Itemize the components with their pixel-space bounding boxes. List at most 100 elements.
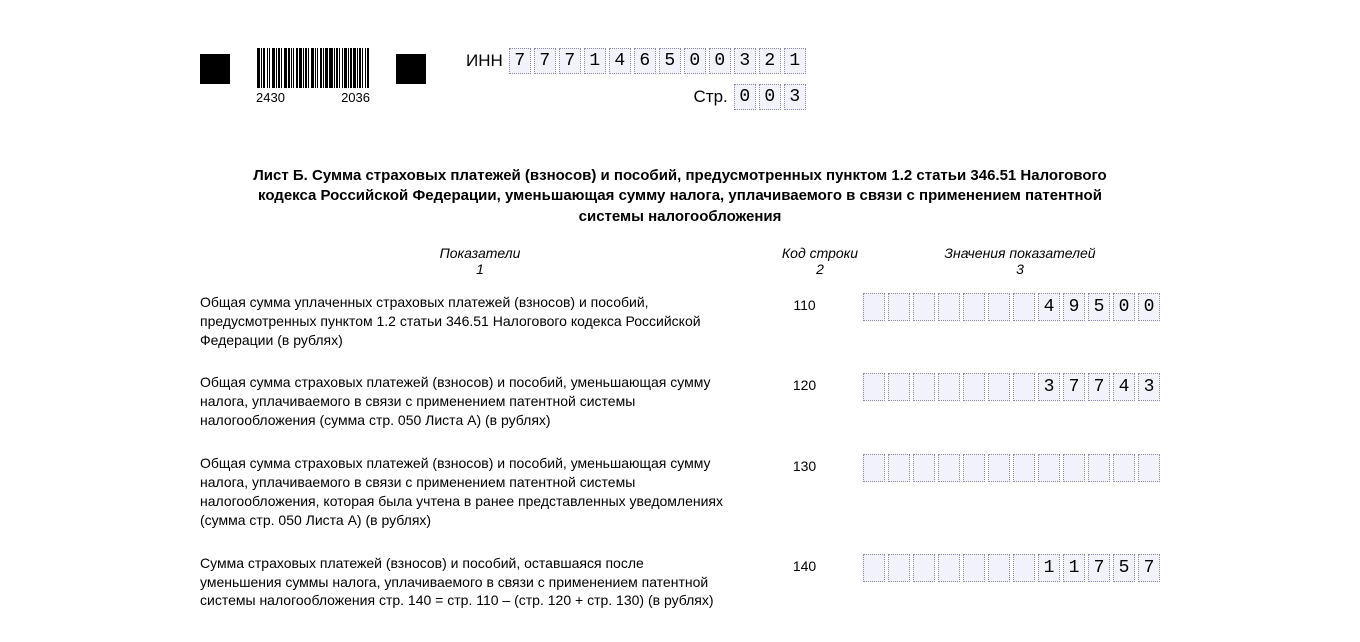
- digit-cell: 1: [1038, 554, 1060, 582]
- digit-cell: [888, 373, 910, 401]
- digit-cell: 7: [559, 48, 581, 74]
- digit-cell: [913, 554, 935, 582]
- digit-cell: 3: [1038, 373, 1060, 401]
- page-cells: 003: [734, 84, 806, 110]
- digit-cell: [1138, 454, 1160, 482]
- digit-cell: 7: [1063, 373, 1085, 401]
- inn-page-block: ИНН 777146500321 Стр. 003: [466, 48, 806, 110]
- digit-cell: 1: [784, 48, 806, 74]
- digit-cell: 6: [634, 48, 656, 74]
- inn-line: ИНН 777146500321: [466, 48, 806, 74]
- alignment-square-right: [396, 54, 426, 84]
- digit-cell: 9: [1063, 293, 1085, 321]
- value-cells: 49500: [863, 293, 1160, 321]
- digit-cell: [988, 373, 1010, 401]
- digit-cell: [938, 293, 960, 321]
- digit-cell: 7: [1088, 373, 1110, 401]
- digit-cell: 7: [534, 48, 556, 74]
- barcode-number-1: 2430: [256, 90, 285, 105]
- digit-cell: 3: [734, 48, 756, 74]
- digit-cell: [988, 293, 1010, 321]
- value-cells: 11757: [863, 554, 1160, 582]
- inn-label: ИНН: [466, 51, 503, 71]
- digit-cell: 1: [584, 48, 606, 74]
- digit-cell: 4: [1038, 293, 1060, 321]
- table-row: Общая сумма страховых платежей (взносов)…: [200, 373, 1160, 430]
- sheet-title: Лист Б. Сумма страховых платежей (взносо…: [200, 166, 1160, 227]
- digit-cell: [963, 373, 985, 401]
- digit-cell: 3: [1138, 373, 1160, 401]
- digit-cell: 0: [759, 84, 781, 110]
- digit-cell: [988, 454, 1010, 482]
- table-row: Общая сумма страховых платежей (взносов)…: [200, 454, 1160, 530]
- data-rows: Общая сумма уплаченных страховых платеже…: [200, 293, 1160, 611]
- digit-cell: [963, 554, 985, 582]
- col-header-code: Код строки 2: [760, 245, 880, 277]
- col-header-1-num: 1: [200, 261, 760, 277]
- digit-cell: 0: [709, 48, 731, 74]
- digit-cell: 4: [1113, 373, 1135, 401]
- digit-cell: 5: [1088, 293, 1110, 321]
- page-number-line: Стр. 003: [466, 84, 806, 110]
- barcode-icon: [257, 48, 369, 88]
- digit-cell: [1013, 373, 1035, 401]
- digit-cell: [1088, 454, 1110, 482]
- col-header-3-num: 3: [880, 261, 1160, 277]
- digit-cell: [888, 454, 910, 482]
- table-row: Общая сумма уплаченных страховых платеже…: [200, 293, 1160, 350]
- row-code: 110: [746, 293, 863, 313]
- digit-cell: 2: [759, 48, 781, 74]
- digit-cell: [888, 554, 910, 582]
- digit-cell: [913, 373, 935, 401]
- col-header-3-label: Значения показателей: [944, 245, 1095, 261]
- digit-cell: 3: [784, 84, 806, 110]
- column-headers: Показатели 1 Код строки 2 Значения показ…: [200, 245, 1160, 277]
- digit-cell: [963, 454, 985, 482]
- digit-cell: 0: [734, 84, 756, 110]
- col-header-1-label: Показатели: [440, 245, 521, 261]
- digit-cell: 7: [1138, 554, 1160, 582]
- barcode-number-2: 2036: [341, 90, 370, 105]
- row-value: 49500: [863, 293, 1160, 321]
- digit-cell: [1013, 554, 1035, 582]
- row-value: [863, 454, 1160, 482]
- row-code: 130: [746, 454, 863, 474]
- digit-cell: [1013, 293, 1035, 321]
- digit-cell: 0: [684, 48, 706, 74]
- header-row: 2430 2036 ИНН 777146500321 Стр. 003: [200, 48, 1160, 110]
- digit-cell: 5: [1113, 554, 1135, 582]
- table-row: Сумма страховых платежей (взносов) и пос…: [200, 554, 1160, 611]
- digit-cell: 0: [1113, 293, 1135, 321]
- row-description: Общая сумма страховых платежей (взносов)…: [200, 373, 746, 430]
- digit-cell: [863, 293, 885, 321]
- value-cells: 37743: [863, 373, 1160, 401]
- col-header-indicators: Показатели 1: [200, 245, 760, 277]
- digit-cell: [1038, 454, 1060, 482]
- digit-cell: [1013, 454, 1035, 482]
- digit-cell: 7: [1088, 554, 1110, 582]
- digit-cell: [938, 454, 960, 482]
- digit-cell: 5: [659, 48, 681, 74]
- barcode-block: 2430 2036: [238, 48, 388, 105]
- col-header-2-num: 2: [760, 261, 880, 277]
- alignment-square-left: [200, 54, 230, 84]
- col-header-2-label: Код строки: [782, 245, 858, 261]
- digit-cell: [863, 454, 885, 482]
- row-code: 120: [746, 373, 863, 393]
- digit-cell: 4: [609, 48, 631, 74]
- col-header-values: Значения показателей 3: [880, 245, 1160, 277]
- inn-cells: 777146500321: [509, 48, 806, 74]
- digit-cell: [988, 554, 1010, 582]
- row-value: 37743: [863, 373, 1160, 401]
- page-label: Стр.: [694, 87, 728, 107]
- row-description: Сумма страховых платежей (взносов) и пос…: [200, 554, 746, 611]
- digit-cell: [913, 454, 935, 482]
- digit-cell: 0: [1138, 293, 1160, 321]
- digit-cell: [938, 373, 960, 401]
- digit-cell: 1: [1063, 554, 1085, 582]
- row-description: Общая сумма страховых платежей (взносов)…: [200, 454, 746, 530]
- digit-cell: [1063, 454, 1085, 482]
- tax-form-page: 2430 2036 ИНН 777146500321 Стр. 003 Лист…: [0, 0, 1360, 642]
- row-code: 140: [746, 554, 863, 574]
- digit-cell: [963, 293, 985, 321]
